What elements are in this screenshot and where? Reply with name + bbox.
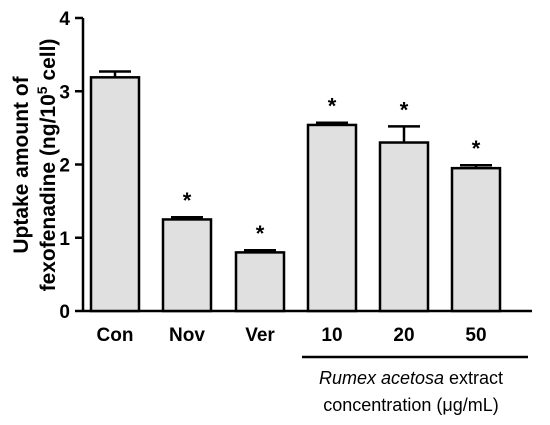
group-label-rest: extract <box>444 368 503 388</box>
significance-marker: * <box>183 188 192 213</box>
bar <box>378 141 430 313</box>
significance-marker: * <box>256 221 265 246</box>
bar <box>161 218 213 313</box>
x-tick-label: 10 <box>321 325 342 346</box>
x-tick-label: 50 <box>465 325 486 346</box>
y-axis-label-line2: fexofenadine (ng/105 cell) <box>34 39 60 292</box>
y-tick-label: 3 <box>59 82 70 103</box>
y-axis-label-line1: Uptake amount of <box>10 75 33 253</box>
significance-marker: * <box>328 94 337 119</box>
y-axis-label: Uptake amount of fexofenadine (ng/105 ce… <box>10 39 60 292</box>
bar <box>450 166 502 313</box>
y-tick-label: 2 <box>59 156 70 177</box>
significance-marker: * <box>472 136 481 161</box>
bar <box>306 123 358 313</box>
y-tick-label: 0 <box>59 302 70 323</box>
y-axis-label-sup: 5 <box>34 86 50 94</box>
x-tick-label: Nov <box>169 325 205 346</box>
y-axis-label-end: cell) <box>37 39 60 87</box>
x-tick-label: Con <box>97 325 134 346</box>
y-axis-label-main: fexofenadine (ng/10 <box>37 94 60 291</box>
x-tick-labels: Con Nov Ver 10 20 50 <box>97 325 487 346</box>
y-tick-label: 4 <box>59 9 70 30</box>
significance-marker: * <box>400 97 409 122</box>
group-label-line2: concentration (μg/mL) <box>323 395 498 415</box>
y-tick-label: 1 <box>59 229 70 250</box>
group-label-italic: Rumex acetosa <box>319 368 444 388</box>
group-annotation: Rumex acetosa extract concentration (μg/… <box>302 355 528 415</box>
x-tick-label: 20 <box>393 325 414 346</box>
x-tick-label: Ver <box>245 325 275 346</box>
bars: * * * * * <box>89 70 502 313</box>
bar <box>234 251 286 313</box>
bar <box>89 76 141 313</box>
group-label-line1: Rumex acetosa extract <box>319 368 503 388</box>
